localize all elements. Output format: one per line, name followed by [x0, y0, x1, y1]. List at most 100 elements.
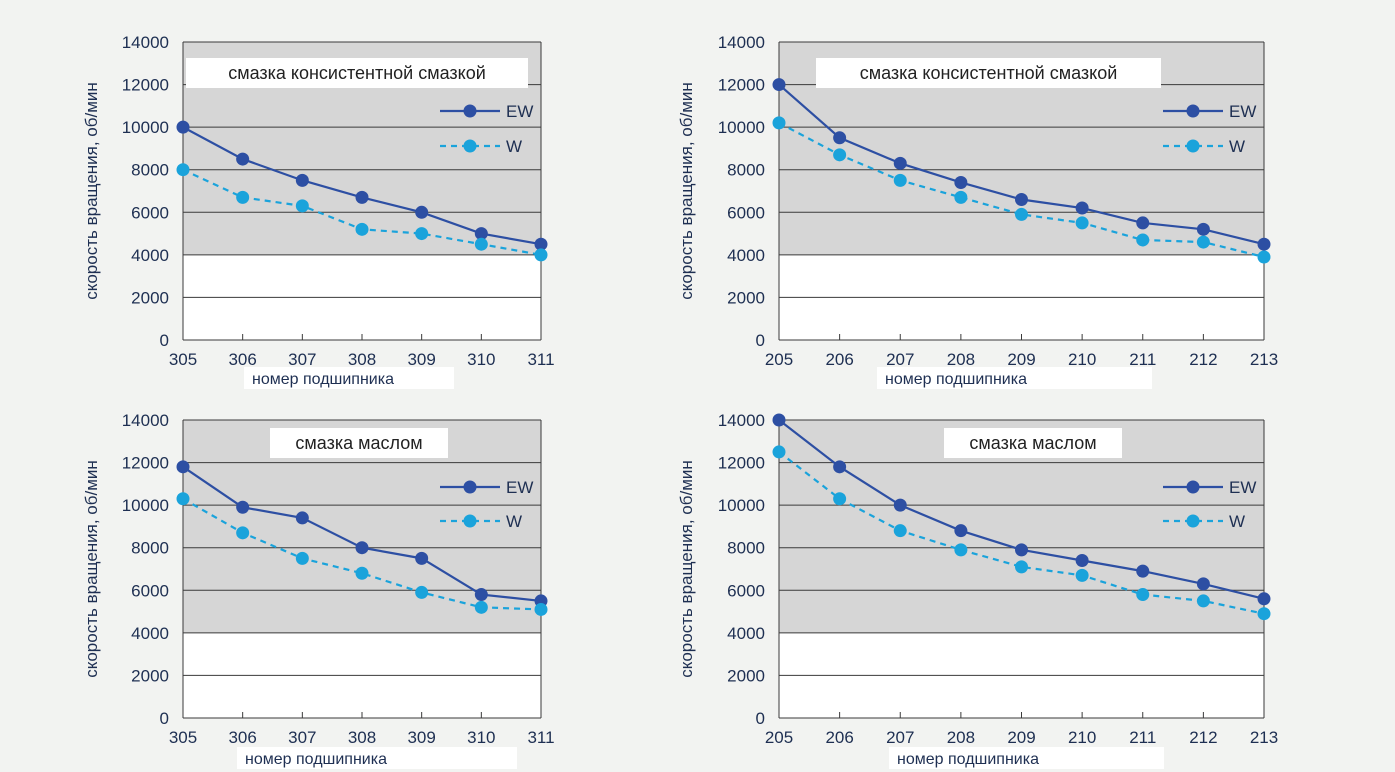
data-point-w: [954, 543, 968, 557]
chart-title-box: [944, 428, 1122, 458]
y-tick-label: 12000: [718, 454, 765, 473]
data-point-w: [236, 526, 250, 540]
data-point-ew: [893, 498, 907, 512]
x-axis-label: номер подшипника: [245, 751, 387, 768]
legend-marker-w: [1186, 514, 1200, 528]
data-point-w: [355, 566, 369, 580]
data-point-ew: [772, 78, 786, 92]
data-point-w: [534, 602, 548, 616]
data-point-w: [954, 190, 968, 204]
y-tick-label: 2000: [727, 288, 765, 307]
y-axis-label: скорость вращения, об/мин: [677, 82, 696, 300]
x-axis-label-box: [237, 747, 517, 769]
data-point-w: [1015, 207, 1028, 221]
data-point-ew: [1075, 553, 1089, 567]
legend-label-w: W: [506, 137, 522, 156]
x-axis-label-box: [244, 367, 454, 389]
data-point-ew: [954, 175, 968, 189]
data-point-w: [534, 248, 548, 262]
x-tick-label: 310: [467, 350, 495, 369]
y-tick-label: 2000: [131, 666, 169, 685]
x-tick-label: 307: [288, 728, 316, 747]
data-point-ew: [954, 524, 968, 538]
data-point-ew: [1257, 237, 1271, 251]
x-axis-label: номер подшипника: [252, 371, 394, 388]
y-tick-label: 6000: [727, 581, 765, 600]
y-tick-label: 0: [160, 709, 169, 728]
data-point-ew: [893, 156, 907, 170]
x-tick-label: 207: [886, 728, 914, 747]
chart-panel-1: 0 2000 4000 6000 8000 10000 12000 14000 305 306 30…: [82, 33, 555, 389]
data-point-w: [474, 600, 488, 614]
chart-panel-4: 0 2000 4000 6000 8000 10000 12000 14000 205 206 20…: [677, 411, 1278, 769]
y-tick-label: 12000: [718, 76, 765, 95]
data-point-ew: [474, 588, 488, 602]
data-point-ew: [355, 190, 369, 204]
x-tick-label: 308: [348, 728, 376, 747]
data-point-w: [1257, 250, 1271, 264]
legend-label-ew: EW: [506, 478, 533, 497]
data-point-w: [176, 163, 190, 177]
x-tick-label: 309: [407, 728, 435, 747]
y-tick-label: 2000: [727, 666, 765, 685]
x-tick-label: 311: [527, 350, 554, 369]
x-axis-label: номер подшипника: [897, 751, 1039, 768]
y-tick-label: 4000: [727, 624, 765, 643]
x-tick-label: 212: [1189, 350, 1217, 369]
data-point-ew: [176, 460, 190, 474]
data-point-ew: [355, 541, 369, 555]
chart-title-box: [816, 58, 1161, 88]
data-point-ew: [833, 460, 847, 474]
x-tick-label: 209: [1007, 728, 1035, 747]
x-tick-label: 208: [947, 728, 975, 747]
y-tick-label: 6000: [131, 581, 169, 600]
x-tick-label: 209: [1007, 350, 1035, 369]
data-point-w: [833, 148, 847, 162]
x-tick-label: 305: [169, 350, 197, 369]
y-tick-label: 10000: [718, 118, 765, 137]
x-tick-label: 308: [348, 350, 376, 369]
y-tick-label: 8000: [727, 161, 765, 180]
y-tick-label: 14000: [122, 33, 169, 52]
data-point-ew: [176, 120, 190, 134]
data-point-ew: [415, 551, 429, 565]
x-tick-label: 207: [886, 350, 914, 369]
y-tick-label: 4000: [131, 246, 169, 265]
x-tick-label: 306: [228, 728, 256, 747]
chart-title: смазка консистентной смазкой: [228, 63, 486, 83]
legend-marker-ew: [463, 480, 477, 494]
data-point-w: [1015, 560, 1028, 574]
data-point-w: [295, 551, 309, 565]
data-point-w: [295, 199, 309, 213]
legend-marker-w: [463, 514, 477, 528]
chart-panel-2: 0 2000 4000 6000 8000 10000 12000 14000 205 206 20…: [677, 33, 1278, 389]
x-tick-label: 208: [947, 350, 975, 369]
y-tick-label: 6000: [727, 203, 765, 222]
chart-title: смазка маслом: [295, 433, 422, 453]
chart-title: смазка консистентной смазкой: [860, 63, 1118, 83]
chart-title-box: [186, 58, 528, 88]
legend-marker-ew: [1186, 480, 1200, 494]
x-tick-label: 206: [825, 350, 853, 369]
legend-marker-ew: [1186, 104, 1200, 118]
legend-marker-w: [463, 139, 477, 153]
data-point-ew: [833, 131, 847, 145]
series-line-w: [778, 121, 1265, 259]
y-tick-label: 12000: [122, 76, 169, 95]
y-tick-label: 14000: [718, 33, 765, 52]
y-tick-label: 0: [756, 331, 765, 350]
y-tick-label: 10000: [122, 118, 169, 137]
y-tick-label: 4000: [131, 624, 169, 643]
x-axis-label-box: [889, 747, 1164, 769]
legend-label-ew: EW: [1229, 102, 1256, 121]
chart-title: смазка маслом: [969, 433, 1096, 453]
data-point-ew: [295, 511, 309, 525]
data-point-w: [893, 173, 907, 187]
series-line-w: [778, 451, 1265, 615]
x-tick-label: 205: [765, 350, 793, 369]
x-tick-label: 309: [407, 350, 435, 369]
data-point-w: [772, 445, 786, 459]
y-tick-label: 6000: [131, 203, 169, 222]
data-point-w: [1136, 233, 1150, 247]
